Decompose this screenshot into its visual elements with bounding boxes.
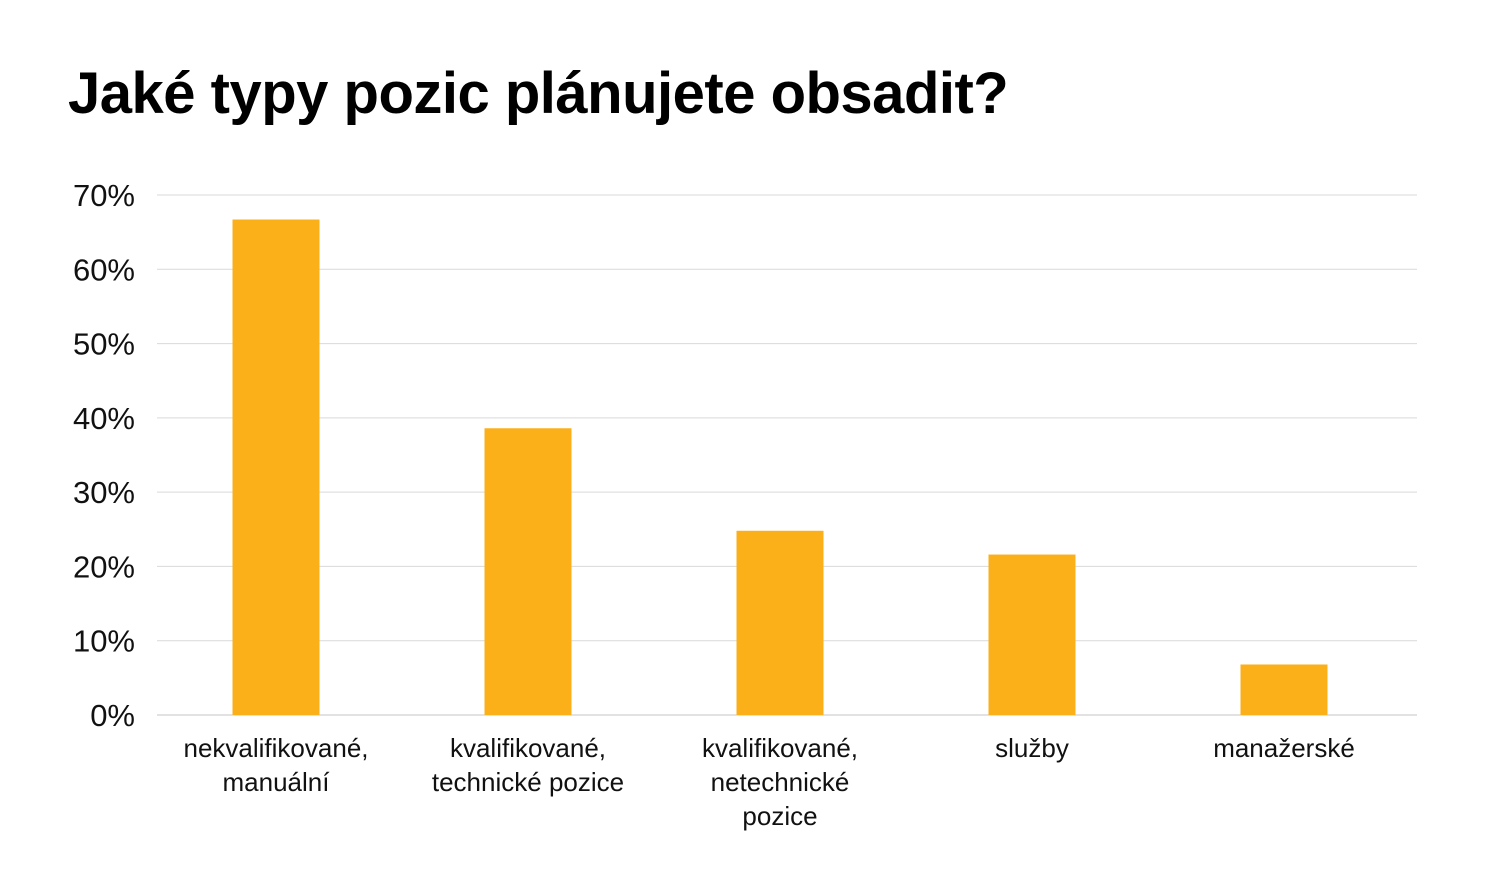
bar-1 xyxy=(484,428,572,715)
x-category-label-line: kvalifikované, xyxy=(450,733,606,763)
x-category-label-line: kvalifikované, xyxy=(702,733,858,763)
x-category-label-line: pozice xyxy=(742,801,817,831)
x-category-label: manažerské xyxy=(1213,733,1355,763)
y-axis-tick-labels: 0% 10% 20% 30% 40% 50% 60% 70% xyxy=(73,178,135,733)
y-tick-label: 0% xyxy=(90,698,135,733)
y-tick-label: 30% xyxy=(73,475,135,510)
y-tick-label: 60% xyxy=(73,252,135,287)
x-category-label: služby xyxy=(995,733,1069,763)
bar-0 xyxy=(232,219,320,715)
bar-3 xyxy=(988,554,1076,715)
x-category-label-line: manažerské xyxy=(1213,733,1355,763)
chart-title: Jaké typy pozic plánujete obsadit? xyxy=(68,61,1009,126)
y-tick-label: 10% xyxy=(73,624,135,659)
x-category-label-line: manuální xyxy=(223,767,331,797)
bars xyxy=(232,219,1328,715)
x-axis-category-labels: nekvalifikované, manuální kvalifikované, te… xyxy=(184,733,1355,831)
bar-2 xyxy=(736,530,824,715)
y-tick-label: 50% xyxy=(73,327,135,362)
x-category-label-line: technické pozice xyxy=(432,767,624,797)
x-category-label-line: nekvalifikované, xyxy=(184,733,369,763)
y-tick-label: 40% xyxy=(73,401,135,436)
y-tick-label: 70% xyxy=(73,178,135,213)
x-category-label: nekvalifikované, manuální xyxy=(184,733,369,797)
x-category-label-line: netechnické xyxy=(711,767,850,797)
x-category-label-line: služby xyxy=(995,733,1069,763)
x-category-label: kvalifikované, netechnické pozice xyxy=(702,733,858,831)
x-category-label: kvalifikované, technické pozice xyxy=(432,733,624,797)
y-tick-label: 20% xyxy=(73,549,135,584)
bar-4 xyxy=(1240,664,1328,715)
